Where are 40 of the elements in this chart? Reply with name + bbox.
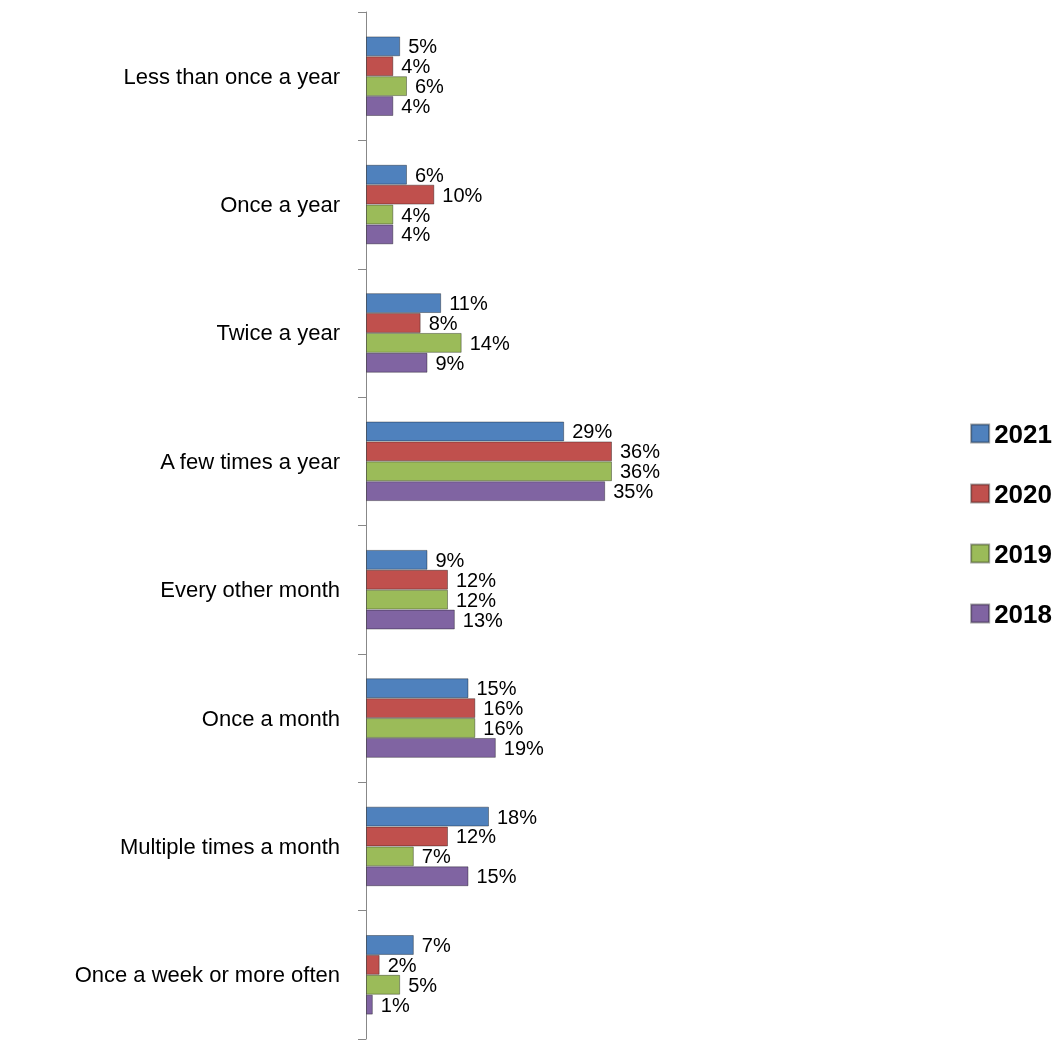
legend-label: 2020 xyxy=(994,478,1052,509)
data-label: 29% xyxy=(572,420,613,443)
y-tick-label: Once a year xyxy=(220,192,340,218)
legend-label: 2018 xyxy=(994,598,1052,629)
data-label: 5% xyxy=(408,973,438,996)
data-label: 10% xyxy=(442,183,483,206)
data-label: 6% xyxy=(415,163,445,186)
data-label: 18% xyxy=(497,805,538,828)
data-label: 2% xyxy=(387,953,417,976)
data-label: 12% xyxy=(456,825,497,848)
data-label: 9% xyxy=(435,548,465,571)
data-label: 5% xyxy=(408,35,438,58)
data-label: 16% xyxy=(483,697,524,720)
legend-label: 2021 xyxy=(994,418,1052,449)
y-tick-label: A few times a year xyxy=(160,448,340,474)
data-label: 4% xyxy=(401,55,431,78)
data-label: 6% xyxy=(415,75,445,98)
y-tick-label: Twice a year xyxy=(216,320,340,346)
data-label: 13% xyxy=(462,608,504,631)
data-label: 4% xyxy=(401,95,431,118)
data-label: 12% xyxy=(456,568,497,591)
data-label: 1% xyxy=(380,993,410,1016)
data-label: 4% xyxy=(401,203,431,226)
data-label: 9% xyxy=(435,351,465,374)
y-tick-label: Multiple times a month xyxy=(119,833,340,859)
y-tick-label: Once a month xyxy=(201,705,340,731)
data-label: 36% xyxy=(620,440,661,463)
data-label: 12% xyxy=(456,588,497,611)
data-label: 35% xyxy=(613,480,654,503)
data-label: 4% xyxy=(401,223,431,246)
data-label: 15% xyxy=(476,677,517,700)
data-label: 36% xyxy=(620,460,661,483)
data-label: 7% xyxy=(421,845,451,868)
y-tick-label: Once a week or more often xyxy=(74,962,340,988)
data-label: 15% xyxy=(476,865,517,888)
data-label: 7% xyxy=(421,933,451,956)
legend-label: 2019 xyxy=(994,538,1052,569)
data-label: 14% xyxy=(469,331,510,354)
y-tick-label: Every other month xyxy=(160,577,340,603)
y-tick-label: Less than once a year xyxy=(123,63,340,89)
